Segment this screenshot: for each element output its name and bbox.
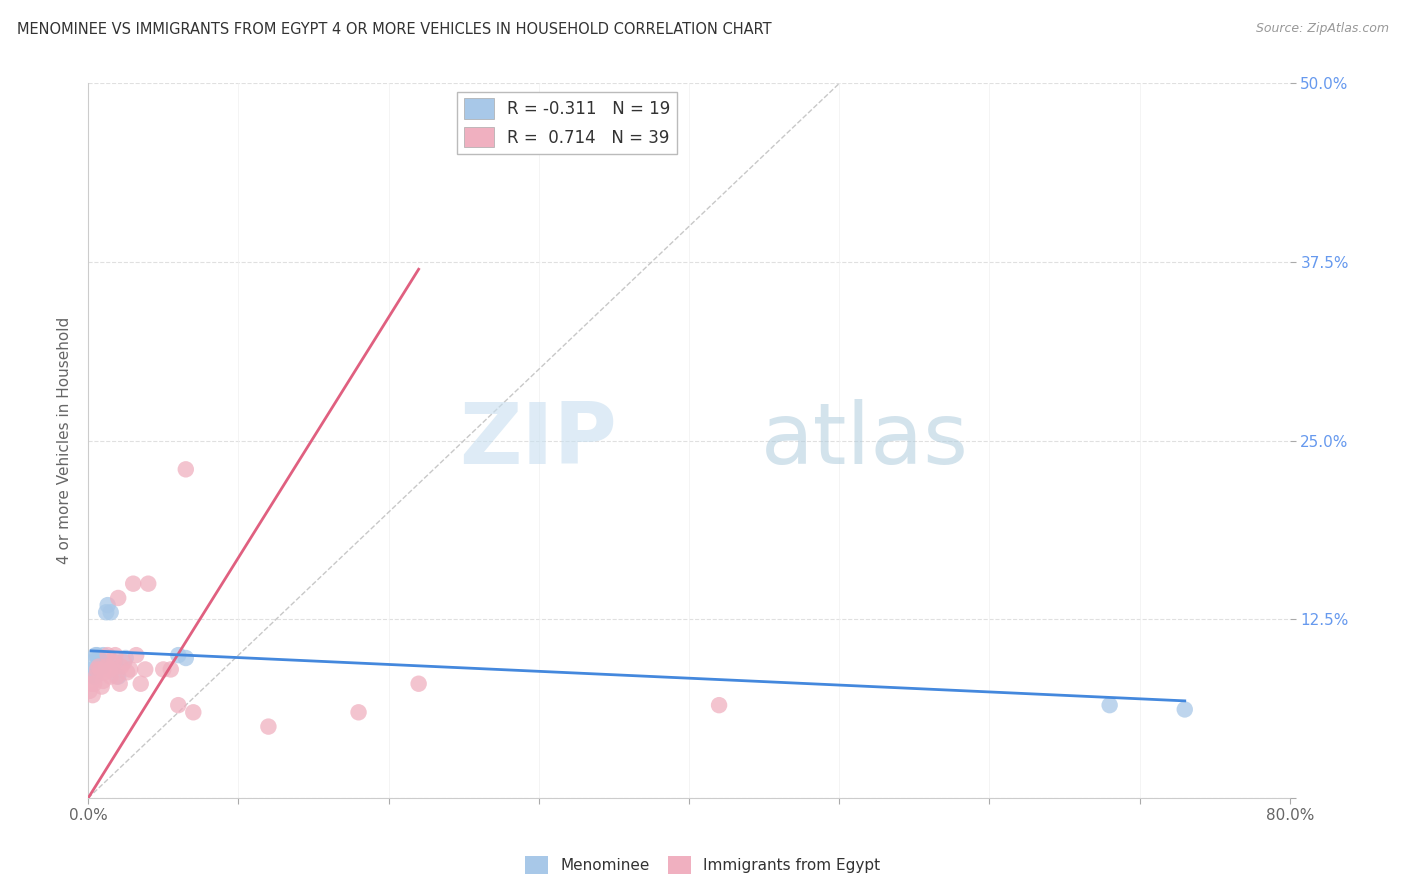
Point [79,684,101,698]
Point [103,655,125,669]
Point [159,662,181,676]
Point [84,648,107,662]
Y-axis label: 4 or more Vehicles in Household: 4 or more Vehicles in Household [58,318,72,565]
Point [122,576,145,591]
Point [100,605,122,619]
Point [167,698,190,713]
Point [707,698,730,713]
Point [181,706,204,720]
Point [108,677,131,691]
Point [107,669,129,683]
Point [96,659,118,673]
Point [100,669,122,683]
Point [257,720,280,734]
Point [174,651,197,665]
Point [84,669,107,683]
Point [97,598,120,612]
Point [82,688,104,702]
Point [90,659,112,673]
Point [89,654,111,668]
Point [104,648,127,662]
Point [97,648,120,662]
Point [98,662,121,676]
Point [87,659,110,673]
Point [1174,702,1197,716]
Legend: R = -0.311   N = 19, R =  0.714   N = 39: R = -0.311 N = 19, R = 0.714 N = 39 [457,92,676,154]
Text: Source: ZipAtlas.com: Source: ZipAtlas.com [1256,22,1389,36]
Point [105,669,128,683]
Point [167,648,190,662]
Point [83,669,105,683]
Point [86,662,108,676]
Point [107,591,129,605]
Point [91,648,114,662]
Legend: Menominee, Immigrants from Egypt: Menominee, Immigrants from Egypt [519,850,887,880]
Point [89,662,111,676]
Point [101,662,124,676]
Text: atlas: atlas [761,400,969,483]
Point [1098,698,1121,713]
Point [120,662,142,676]
Point [152,662,174,676]
Text: ZIP: ZIP [460,400,617,483]
Point [93,665,115,680]
Point [90,680,112,694]
Point [96,605,118,619]
Point [91,673,114,688]
Text: MENOMINEE VS IMMIGRANTS FROM EGYPT 4 OR MORE VEHICLES IN HOUSEHOLD CORRELATION C: MENOMINEE VS IMMIGRANTS FROM EGYPT 4 OR … [17,22,772,37]
Point [129,677,152,691]
Point [112,655,135,669]
Point [80,677,103,691]
Point [87,651,110,665]
Point [80,655,103,669]
Point [174,462,197,476]
Point [83,677,105,691]
Point [115,665,138,680]
Point [408,677,430,691]
Point [125,648,148,662]
Point [114,651,136,665]
Point [136,576,159,591]
Point [86,648,108,662]
Point [110,659,132,673]
Point [347,706,370,720]
Point [104,655,127,669]
Point [82,662,104,676]
Point [134,662,156,676]
